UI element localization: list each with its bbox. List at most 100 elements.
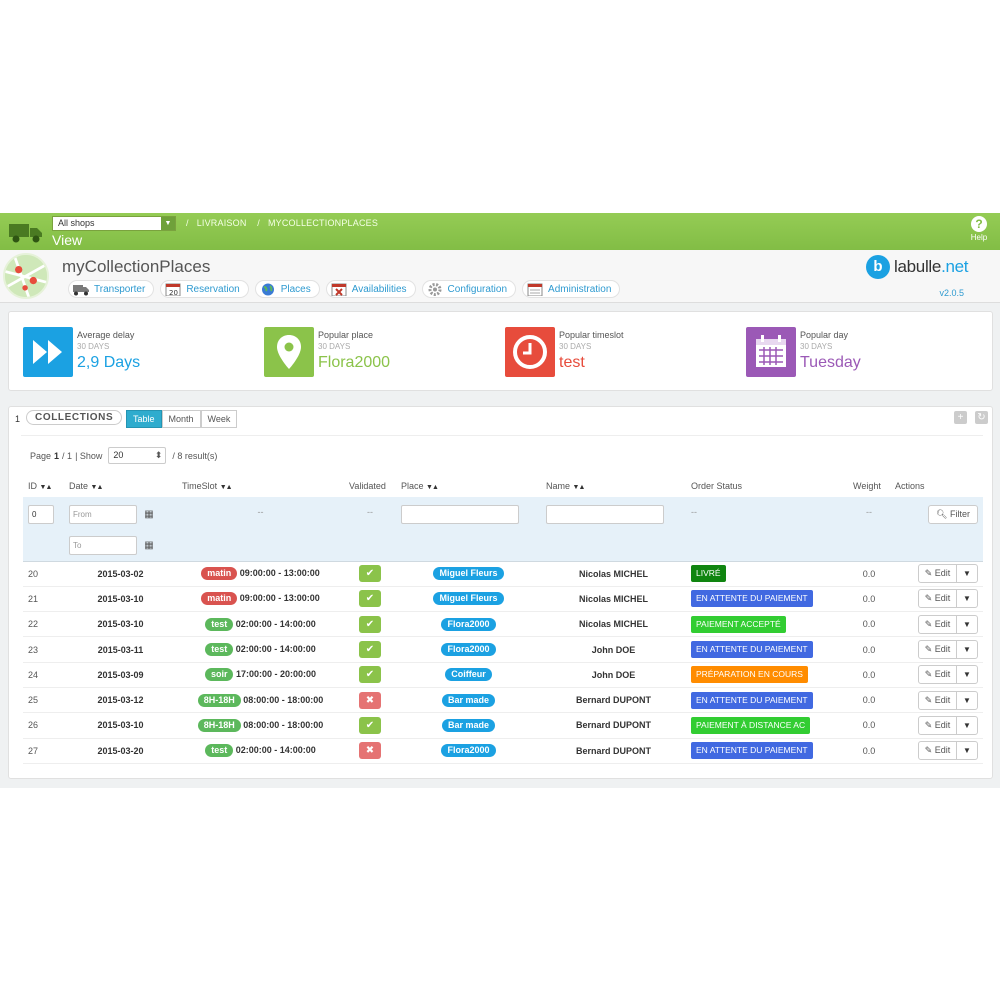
actions-dropdown-button[interactable]: ▼: [963, 720, 971, 730]
actions-dropdown-button[interactable]: ▼: [963, 746, 971, 756]
edit-button[interactable]: ✎ Edit: [919, 742, 957, 760]
row-time: 17:00:00 - 20:00:00: [235, 669, 317, 680]
col-place[interactable]: Place ▼▲: [401, 481, 439, 491]
actions-dropdown-button[interactable]: ▼: [963, 619, 971, 629]
col-timeslot[interactable]: TimeSlot ▼▲: [182, 481, 233, 491]
page-size-value: 20: [113, 450, 124, 460]
breadcrumb-mycollectionplaces[interactable]: MYCOLLECTIONPLACES: [267, 218, 379, 228]
row-id: 23: [23, 636, 64, 663]
row-actions: ✎ Edit ▼: [918, 715, 978, 735]
gear-icon: [428, 282, 442, 296]
result-count: / 8 result(s): [172, 450, 218, 461]
edit-button[interactable]: ✎ Edit: [919, 641, 957, 659]
col-id[interactable]: ID ▼▲: [28, 481, 52, 491]
place-badge: Bar made: [441, 693, 496, 707]
row-date: 2015-03-12: [64, 687, 177, 714]
date-to-input[interactable]: To ▦: [69, 536, 154, 555]
table-row[interactable]: 21 2015-03-10 matin 09:00:00 - 13:00:00 ✔ Mi…: [23, 586, 983, 613]
timeslot-badge: matin: [201, 567, 238, 581]
help-button[interactable]: ? Help: [968, 216, 990, 242]
calendar-icon[interactable]: ▦: [144, 540, 154, 551]
actions-dropdown-button[interactable]: ▼: [963, 594, 971, 604]
id-filter-input[interactable]: 0: [28, 505, 54, 524]
top-bar: All shops ▼ / LIVRAISON / MYCOLLECTIONPLAC…: [0, 213, 1000, 250]
table-row[interactable]: 20 2015-03-02 matin 09:00:00 - 13:00:00 ✔ Mi…: [23, 561, 983, 587]
check-icon[interactable]: ✔: [359, 615, 381, 633]
edit-button[interactable]: ✎ Edit: [919, 615, 957, 633]
divider: [21, 435, 983, 436]
place-filter-input[interactable]: [401, 505, 519, 524]
check-icon[interactable]: ✔: [359, 565, 381, 583]
view-table-button[interactable]: Table: [126, 410, 162, 428]
calendar-icon[interactable]: ▦: [144, 509, 154, 520]
page-number: 1: [54, 450, 60, 461]
check-icon[interactable]: ✔: [359, 641, 381, 659]
row-name: Nicolas MICHEL: [541, 561, 686, 587]
col-order-status: Order Status: [691, 481, 743, 491]
edit-button[interactable]: ✎ Edit: [919, 565, 957, 583]
edit-button[interactable]: ✎ Edit: [919, 590, 957, 608]
kpi-label: Popular timeslot: [559, 330, 624, 340]
col-date[interactable]: Date ▼▲: [69, 481, 103, 491]
refresh-icon[interactable]: ↻: [975, 411, 988, 424]
edit-button[interactable]: ✎ Edit: [919, 666, 957, 684]
col-name[interactable]: Name ▼▲: [546, 481, 586, 491]
help-icon: ?: [971, 216, 987, 232]
tab-transporter[interactable]: Transporter: [68, 280, 155, 298]
check-icon[interactable]: ✔: [359, 590, 381, 608]
panel-toolbar: + ↻: [954, 411, 988, 424]
timeslot-badge: test: [205, 643, 234, 657]
tab-availabilities[interactable]: Availabilities: [325, 280, 416, 298]
row-time: 09:00:00 - 13:00:00: [239, 593, 320, 604]
tab-label: Availabilities: [351, 283, 407, 295]
brand-suffix: .net: [941, 257, 969, 276]
search-icon: 🔍︎: [936, 509, 948, 519]
check-icon[interactable]: ✔: [359, 716, 381, 734]
row-actions: ✎ Edit ▼: [918, 589, 978, 609]
actions-dropdown-button[interactable]: ▼: [963, 645, 971, 655]
row-date: 2015-03-10: [64, 586, 177, 613]
tab-reservation[interactable]: 20 Reservation: [160, 280, 249, 298]
cross-icon[interactable]: ✖: [359, 742, 381, 760]
actions-dropdown-button[interactable]: ▼: [963, 670, 971, 680]
actions-dropdown-button[interactable]: ▼: [963, 695, 971, 705]
status-filter-empty: --: [686, 497, 848, 562]
table-row[interactable]: 22 2015-03-10 test 02:00:00 - 14:00:00 ✔ Flo…: [23, 611, 983, 638]
tab-configuration[interactable]: Configuration: [421, 280, 517, 298]
row-id: 26: [23, 712, 64, 739]
sort-icon: ▼▲: [572, 484, 586, 491]
view-week-button[interactable]: Week: [200, 410, 238, 428]
table-row[interactable]: 26 2015-03-10 8H-18H 08:00:00 - 18:00:00 ✔ B…: [23, 712, 983, 739]
table-row[interactable]: 24 2015-03-09 soir 17:00:00 - 20:00:00 ✔ Coi…: [23, 662, 983, 688]
tab-administration[interactable]: Administration: [522, 280, 621, 298]
collections-panel: 1 COLLECTIONS Table Month Week + ↻ Page …: [8, 406, 993, 779]
edit-button[interactable]: ✎ Edit: [919, 691, 957, 709]
table-row[interactable]: 25 2015-03-12 8H-18H 08:00:00 - 18:00:00 ✖ B…: [23, 687, 983, 714]
edit-button[interactable]: ✎ Edit: [919, 716, 957, 734]
kpi-popular-day: Popular day 30 DAYS Tuesday: [740, 327, 970, 377]
table-row[interactable]: 23 2015-03-11 test 02:00:00 - 14:00:00 ✔ Flo…: [23, 636, 983, 663]
actions-dropdown-button[interactable]: ▼: [963, 569, 971, 579]
cross-icon[interactable]: ✖: [359, 691, 381, 709]
view-month-button[interactable]: Month: [161, 410, 201, 428]
date-from-input[interactable]: From ▦: [69, 505, 154, 524]
shop-select[interactable]: All shops ▼: [52, 216, 176, 231]
page-size-select[interactable]: 20: [108, 447, 167, 464]
collections-table: ID ▼▲ Date ▼▲ TimeSlot ▼▲ Validated Plac…: [23, 475, 983, 764]
filter-button[interactable]: 🔍︎ Filter: [928, 505, 978, 524]
row-actions: ✎ Edit ▼: [918, 690, 978, 710]
breadcrumb-livraison[interactable]: LIVRAISON: [196, 218, 247, 228]
table-row[interactable]: 27 2015-03-20 test 02:00:00 - 14:00:00 ✖ Flo…: [23, 738, 983, 764]
tab-places[interactable]: Places: [254, 280, 320, 298]
check-icon[interactable]: ✔: [359, 666, 381, 684]
timeslot-badge: test: [205, 744, 234, 758]
map-pin-icon: [264, 327, 314, 377]
col-weight: Weight: [853, 481, 881, 491]
brand-prefix: labulle: [894, 257, 942, 276]
name-filter-input[interactable]: [546, 505, 664, 524]
order-status-badge: EN ATTENTE DU PAIEMENT: [691, 641, 813, 659]
row-date: 2015-03-09: [64, 662, 177, 688]
add-icon[interactable]: +: [954, 411, 967, 424]
kpi-label: Average delay: [77, 330, 135, 340]
kpi-value: 2,9 Days: [77, 354, 141, 371]
